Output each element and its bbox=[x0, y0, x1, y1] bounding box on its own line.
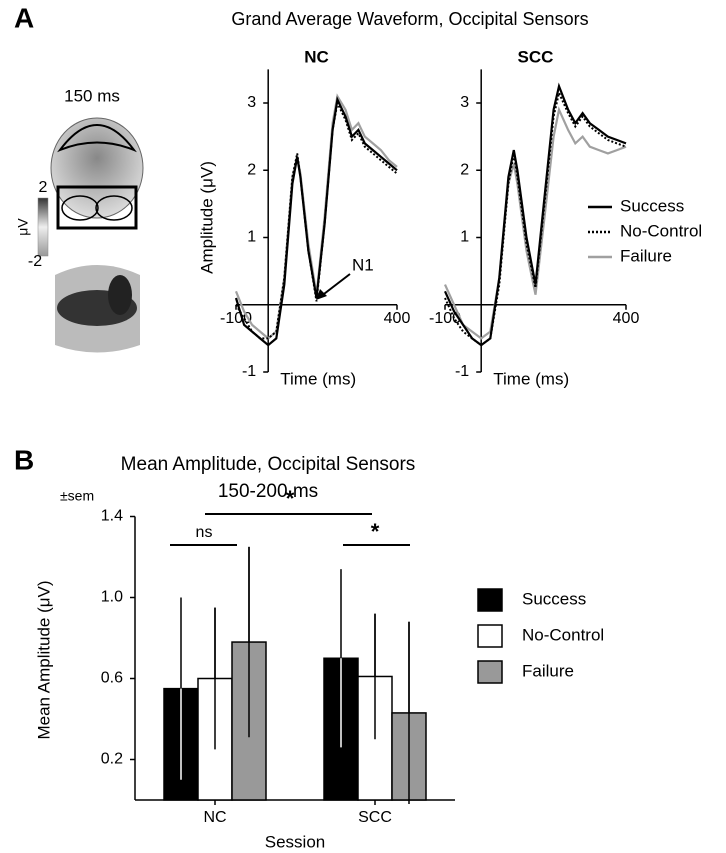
y-tick-label: 3 bbox=[460, 94, 469, 111]
y-tick-label: 2 bbox=[460, 161, 469, 178]
legend-swatch bbox=[477, 660, 503, 684]
waveform bbox=[444, 89, 627, 347]
waveform bbox=[234, 93, 398, 340]
legend-label: No-Control bbox=[620, 221, 702, 240]
y-tick-label: 1 bbox=[460, 229, 469, 246]
legend-swatch bbox=[477, 588, 503, 612]
y-tick-label: 1.4 bbox=[101, 508, 123, 525]
y-tick-label: 0.2 bbox=[101, 751, 123, 768]
colorbar-tick: 2 bbox=[39, 179, 48, 196]
x-tick-label: 400 bbox=[613, 310, 640, 327]
colorbar-label: μV bbox=[15, 218, 31, 236]
legend-label: Success bbox=[522, 589, 586, 608]
y-tick-label: -1 bbox=[242, 363, 256, 380]
legend-label: Failure bbox=[522, 661, 574, 680]
panel-label: B bbox=[14, 444, 34, 475]
x-axis-label: Time (ms) bbox=[493, 369, 569, 388]
y-tick-label: 1.0 bbox=[101, 589, 123, 606]
topo-time: 150 ms bbox=[64, 86, 120, 105]
x-tick-label: NC bbox=[203, 809, 226, 826]
x-tick-label: -100 bbox=[429, 310, 461, 327]
waveform bbox=[235, 99, 398, 340]
y-axis-label: Mean Amplitude (μV) bbox=[34, 580, 53, 739]
chart-title: SCC bbox=[518, 47, 554, 66]
significance-label: ns bbox=[196, 524, 213, 541]
colorbar-tick: -2 bbox=[28, 253, 42, 270]
y-tick-label: -1 bbox=[455, 363, 469, 380]
y-tick-label: 2 bbox=[247, 161, 256, 178]
waveform bbox=[443, 106, 627, 340]
significance-label: * bbox=[286, 486, 295, 511]
annotation-arrow bbox=[319, 273, 351, 298]
x-tick-label: 400 bbox=[384, 310, 411, 327]
y-tick-label: 3 bbox=[247, 94, 256, 111]
annotation-arrowhead bbox=[316, 289, 327, 300]
legend-swatch bbox=[477, 624, 503, 648]
y-tick-label: 1 bbox=[247, 229, 256, 246]
annotation: N1 bbox=[352, 255, 374, 274]
chart-title: NC bbox=[304, 47, 329, 66]
chart-title: Mean Amplitude, Occipital Sensors bbox=[121, 454, 416, 475]
chart-subtitle: 150-200 ms bbox=[218, 481, 318, 502]
legend-label: No-Control bbox=[522, 625, 604, 644]
waveform bbox=[234, 95, 398, 347]
legend-label: Success bbox=[620, 196, 684, 215]
x-axis-label: Session bbox=[265, 832, 325, 851]
error-label: ±sem bbox=[60, 488, 94, 504]
topography bbox=[37, 117, 144, 353]
y-tick-label: 0.6 bbox=[101, 670, 123, 687]
waveform bbox=[443, 82, 627, 347]
y-axis-label: Amplitude (μV) bbox=[197, 161, 216, 274]
significance-label: * bbox=[371, 519, 380, 544]
legend-label: Failure bbox=[620, 246, 672, 265]
panel-label: A bbox=[14, 2, 34, 33]
x-axis-label: Time (ms) bbox=[280, 369, 356, 388]
panel-title: Grand Average Waveform, Occipital Sensor… bbox=[231, 9, 588, 29]
x-tick-label: SCC bbox=[358, 809, 392, 826]
